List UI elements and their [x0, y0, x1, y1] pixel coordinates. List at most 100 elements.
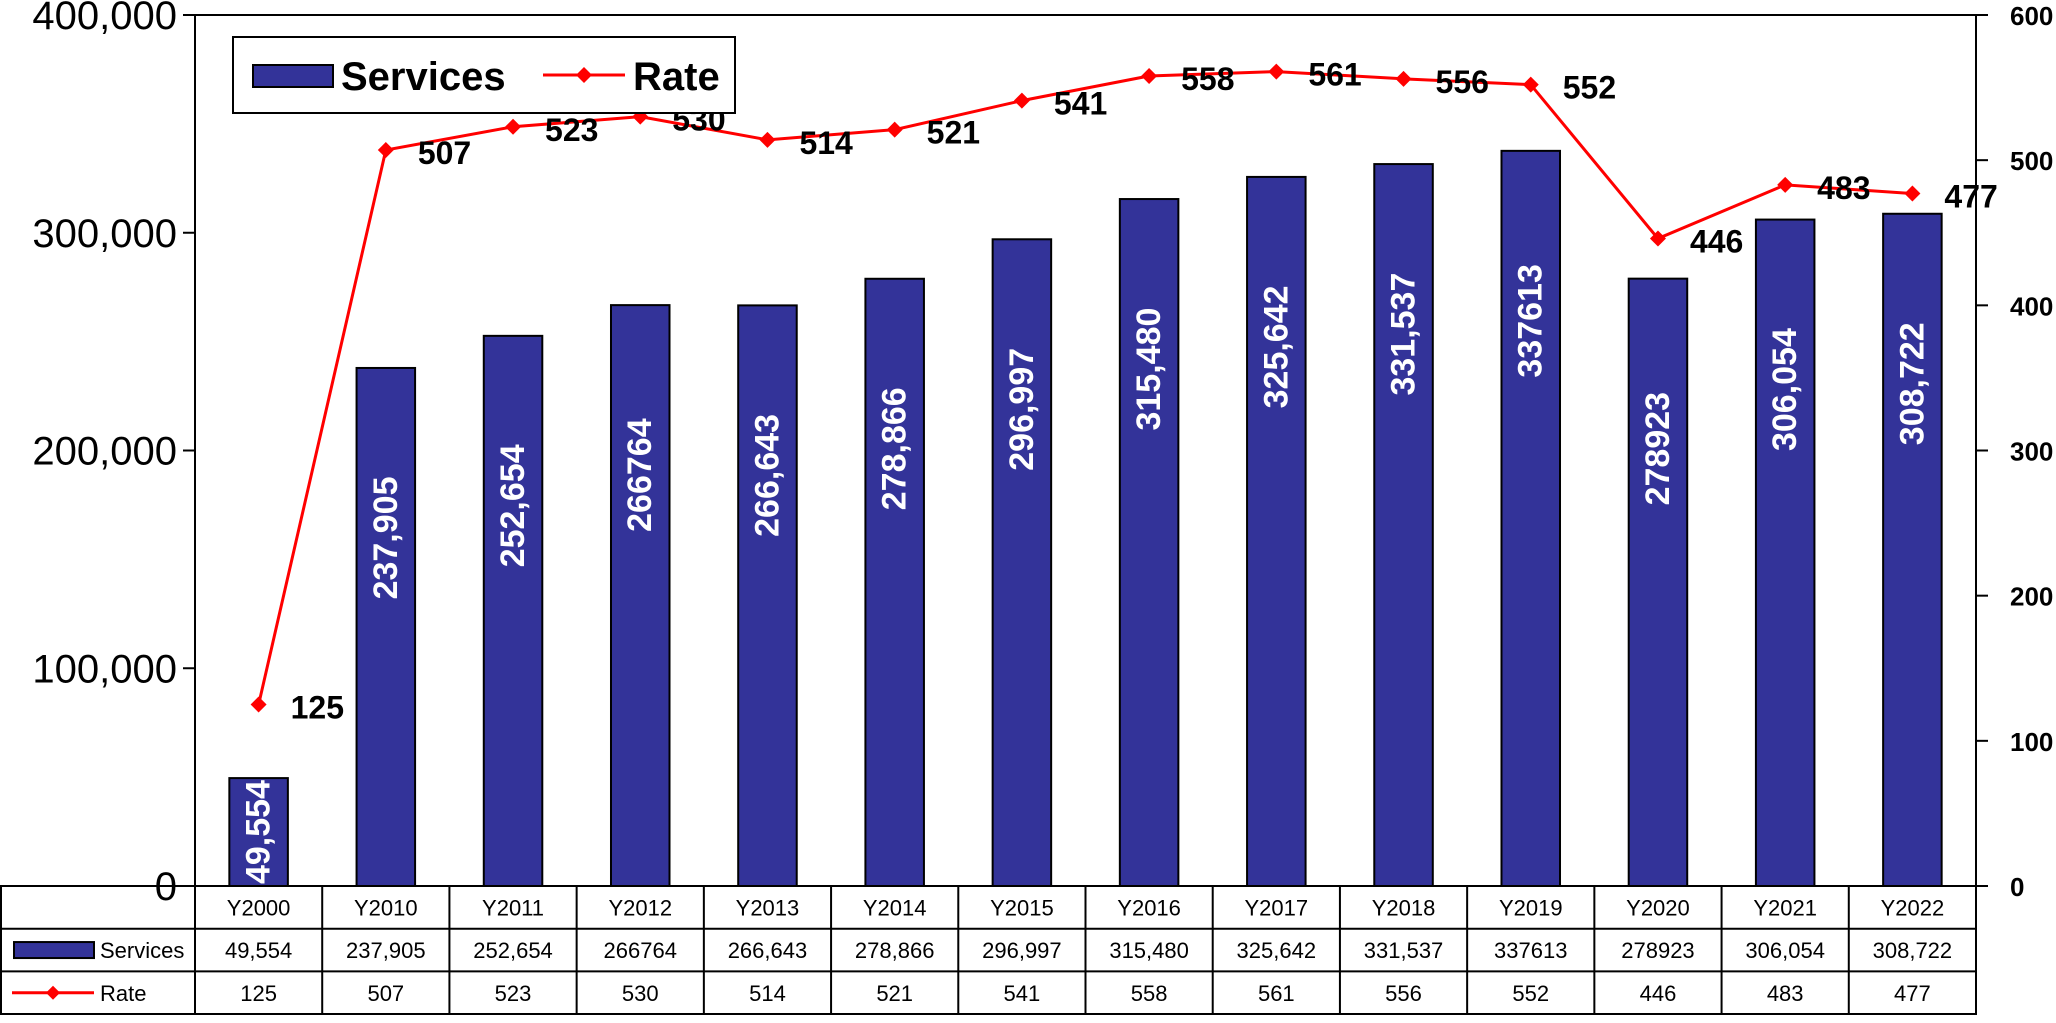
table-category-label: Y2015: [990, 895, 1054, 920]
table-cell-services: 278923: [1621, 938, 1694, 963]
services-value-label: 308,722: [1893, 322, 1931, 445]
table-cell-rate: 523: [495, 981, 532, 1006]
table-category-label: Y2010: [354, 895, 418, 920]
table-swatch-services: [13, 941, 95, 960]
table-category-label: Y2014: [863, 895, 927, 920]
table-category-label: Y2021: [1753, 895, 1817, 920]
rate-marker: [1268, 63, 1285, 80]
y-axis-tick-label: 300,000: [32, 212, 177, 256]
table-cell-rate: 558: [1131, 981, 1168, 1006]
services-bar: [1118, 198, 1180, 887]
rate-marker: [505, 118, 522, 135]
table-cell-services: 337613: [1494, 938, 1567, 963]
services-value-label: 278,866: [876, 387, 914, 510]
services-bar: [864, 277, 925, 887]
services-bars: [228, 149, 1943, 888]
rate-marker: [1013, 92, 1030, 109]
table-category-label: Y2022: [1881, 895, 1945, 920]
y-axis-tick-label: 100,000: [32, 647, 177, 691]
services-bar: [1373, 163, 1434, 887]
rate-value-label: 561: [1308, 57, 1361, 93]
rate-marker: [1649, 230, 1666, 247]
legend-label-rate: Rate: [633, 55, 720, 99]
table-cell-rate: 530: [622, 981, 659, 1006]
legend-marker-rate: [576, 67, 592, 83]
data-labels: 49,554 237,905 252,654 266764 266,643 278,866…: [240, 57, 1998, 884]
rate-value-label: 477: [1944, 179, 1997, 215]
table-series-name-services: Services: [100, 938, 184, 963]
table-category-label: Y2012: [608, 895, 672, 920]
rate-value-label: 552: [1563, 70, 1616, 106]
table-cell-services: 49,554: [225, 938, 292, 963]
rate-value-label: 523: [545, 112, 598, 148]
services-bar: [1754, 218, 1816, 887]
table-marker-rate: [46, 985, 60, 1000]
services-value-label: 325,642: [1257, 285, 1295, 408]
y2-axis-tick-label: 400: [2010, 291, 2053, 321]
rate-marker: [250, 696, 267, 713]
table-cell-rate: 446: [1640, 981, 1677, 1006]
data-table: Y2000 Y2010 Y2011 Y2012 Y2013 Y2014 Y2015 Y2016…: [0, 885, 1977, 1015]
rate-value-label: 446: [1690, 224, 1743, 260]
y2-axis-tick-label: 300: [2010, 437, 2053, 467]
table-cell-rate: 541: [1004, 981, 1041, 1006]
table-category-label: Y2011: [482, 895, 544, 920]
services-bar: [609, 304, 671, 887]
services-value-label: 296,997: [1003, 348, 1041, 471]
services-value-label: 315,480: [1130, 308, 1168, 431]
rate-value-label: 483: [1817, 170, 1870, 206]
table-cell-services: 325,642: [1237, 938, 1317, 963]
table-series-name-rate: Rate: [100, 981, 146, 1006]
services-value-label: 252,654: [494, 444, 532, 567]
table-cell-services: 306,054: [1745, 938, 1825, 963]
table-cell-services: 331,537: [1364, 938, 1444, 963]
legend-swatch-services: [252, 64, 334, 88]
table-cell-services: 237,905: [346, 938, 426, 963]
table-cell-rate: 521: [876, 981, 913, 1006]
services-value-label: 306,054: [1766, 328, 1804, 451]
table-cell-services: 266,643: [728, 938, 808, 963]
rate-value-label: 541: [1054, 86, 1107, 122]
rate-marker: [1395, 70, 1412, 87]
y-axis-tick-label: 200,000: [32, 430, 177, 474]
axes: 0100,000200,000300,000400,00001002003004…: [32, 0, 2053, 909]
services-value-label: 278923: [1639, 392, 1677, 505]
table-cell-services: 308,722: [1873, 938, 1953, 963]
legend: Services Rate: [232, 36, 736, 114]
y2-axis-tick-label: 500: [2010, 146, 2053, 176]
rate-marker: [1777, 176, 1794, 193]
y2-axis-tick-label: 100: [2010, 727, 2053, 757]
rate-value-label: 558: [1181, 61, 1234, 97]
services-value-label: 331,537: [1385, 273, 1423, 396]
table-cell-services: 315,480: [1109, 938, 1189, 963]
services-value-label: 49,554: [240, 780, 278, 884]
services-bar: [228, 777, 289, 888]
table-cell-services: 266764: [604, 938, 677, 963]
rate-value-label: 556: [1436, 64, 1489, 100]
services-value-label: 266764: [621, 418, 659, 532]
table-category-label: Y2017: [1245, 895, 1309, 920]
table-category-label: Y2019: [1499, 895, 1563, 920]
services-value-label: 266,643: [748, 414, 786, 537]
table-cell-services: 296,997: [982, 938, 1062, 963]
table-cell-rate: 477: [1894, 981, 1931, 1006]
services-value-label: 337613: [1512, 264, 1550, 377]
legend-label-services: Services: [341, 55, 506, 99]
rate-value-label: 521: [927, 115, 980, 151]
table-cell-rate: 556: [1385, 981, 1422, 1006]
table-cell-services: 278,866: [855, 938, 935, 963]
rate-marker: [1522, 76, 1539, 93]
table-cell-rate: 552: [1512, 981, 1549, 1006]
table-category-label: Y2000: [227, 895, 291, 920]
table-cell-rate: 483: [1767, 981, 1804, 1006]
services-bar: [1882, 212, 1943, 887]
table-category-label: Y2020: [1626, 895, 1690, 920]
rate-line-group: [250, 63, 1921, 713]
rate-value-label: 507: [418, 135, 471, 171]
rate-marker: [1904, 185, 1921, 202]
services-bar: [737, 304, 798, 887]
rate-value-label: 514: [799, 125, 853, 161]
rate-marker: [1141, 67, 1158, 84]
